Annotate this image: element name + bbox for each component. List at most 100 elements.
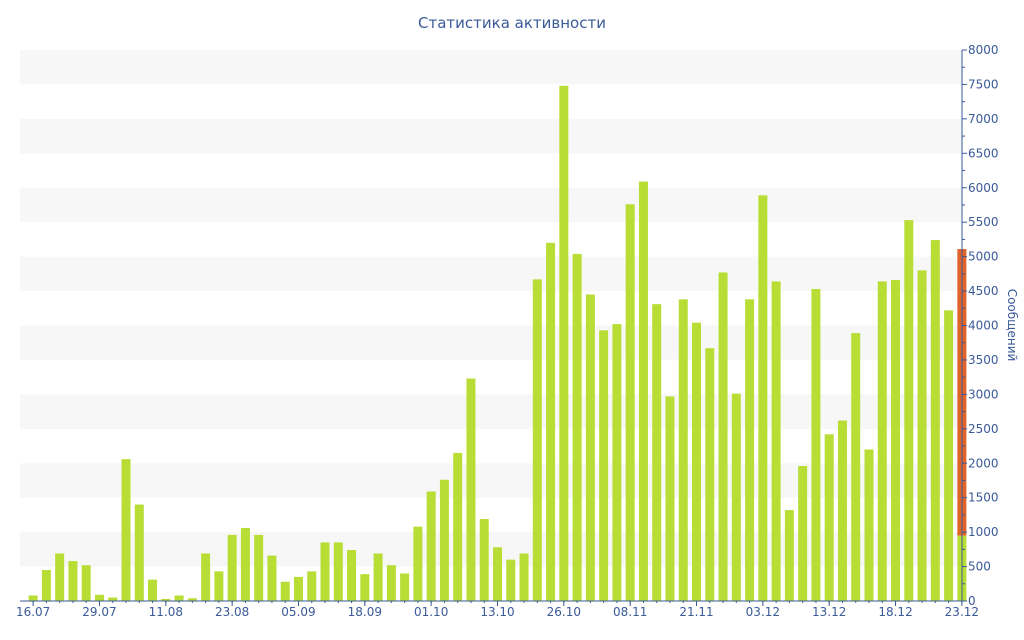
bar [718, 272, 728, 601]
x-tick-label: 13.12 [812, 605, 846, 619]
bar [254, 534, 264, 601]
bar [214, 571, 224, 601]
bar [652, 304, 662, 601]
y-axis-label: Сообщений [1005, 288, 1019, 362]
bar [851, 333, 861, 601]
bar [386, 565, 396, 601]
bar [705, 348, 715, 601]
bar [731, 393, 741, 601]
bar [784, 510, 794, 601]
y-tick-label: 1000 [968, 525, 999, 539]
grid-band [20, 532, 962, 567]
bar [161, 598, 171, 601]
x-tick-label: 11.08 [149, 605, 183, 619]
bar [28, 595, 38, 601]
bar [174, 595, 184, 601]
grid-band [20, 463, 962, 498]
bar [944, 310, 954, 601]
bar [678, 299, 688, 601]
bar [121, 459, 131, 601]
grid-band [20, 256, 962, 292]
bar [426, 491, 436, 601]
grid-band [20, 50, 962, 85]
y-tick-label: 2500 [968, 422, 999, 436]
y-tick-label: 7500 [968, 77, 999, 91]
bar [227, 534, 237, 601]
bar [148, 579, 158, 601]
y-tick-label: 5000 [968, 250, 999, 264]
x-tick-label: 26.10 [547, 605, 581, 619]
bar [68, 561, 78, 601]
x-tick-label: 03.12 [746, 605, 780, 619]
y-tick-label: 8000 [968, 43, 999, 57]
grid-band [20, 118, 962, 154]
bar [798, 466, 808, 601]
x-tick-label: 05.09 [281, 605, 315, 619]
y-tick-label: 3000 [968, 387, 999, 401]
bar [55, 553, 65, 601]
y-tick-label: 500 [968, 560, 991, 574]
bar [280, 581, 290, 601]
y-tick-label: 5500 [968, 215, 999, 229]
bar [201, 553, 211, 601]
grid-band [20, 325, 962, 360]
x-tick-label: 23.08 [215, 605, 249, 619]
x-tick-label: 21.11 [679, 605, 713, 619]
bar [585, 294, 595, 601]
bar [81, 565, 91, 601]
bar [267, 555, 277, 601]
y-tick-label: 1500 [968, 491, 999, 505]
bar [864, 449, 874, 601]
bar [320, 542, 330, 601]
bar [108, 597, 118, 601]
bar [333, 542, 343, 601]
x-tick-label: 23.12 [945, 605, 979, 619]
grid-band [20, 394, 962, 429]
bar [94, 594, 104, 601]
bar [400, 573, 410, 601]
bar [824, 434, 834, 601]
bar [479, 519, 489, 601]
y-tick-label: 7000 [968, 112, 999, 126]
bar [771, 281, 781, 601]
y-tick-label: 0 [968, 594, 976, 608]
bar [904, 220, 914, 601]
x-tick-label: 16.07 [16, 605, 50, 619]
bar [559, 85, 569, 601]
bar [837, 420, 847, 601]
bar [612, 324, 622, 601]
x-tick-label: 08.11 [613, 605, 647, 619]
bar [745, 299, 755, 601]
y-tick-label: 6000 [968, 181, 999, 195]
bar [360, 574, 370, 601]
bar [692, 322, 702, 601]
bar [891, 280, 901, 601]
y-tick-label: 4500 [968, 284, 999, 298]
x-tick-label: 18.12 [878, 605, 912, 619]
bar [134, 504, 144, 601]
bar [293, 576, 303, 601]
bar [240, 527, 250, 601]
bar [453, 452, 463, 601]
bar [41, 570, 51, 601]
bar [307, 571, 317, 601]
chart-title: Статистика активности [418, 14, 606, 32]
y-tick-label: 2000 [968, 456, 999, 470]
bar [347, 550, 357, 601]
bar [413, 526, 423, 601]
bar [493, 547, 502, 601]
y-tick-label: 6500 [968, 146, 999, 160]
bar [506, 559, 516, 601]
bar [519, 553, 529, 601]
bar [572, 253, 582, 601]
bar [877, 281, 887, 601]
bar [373, 553, 383, 601]
x-tick-label: 18.09 [348, 605, 382, 619]
x-tick-label: 13.10 [480, 605, 514, 619]
bar [665, 396, 675, 601]
bar [625, 204, 635, 601]
bar [758, 195, 768, 602]
bar [599, 330, 609, 601]
y-tick-label: 3500 [968, 353, 999, 367]
